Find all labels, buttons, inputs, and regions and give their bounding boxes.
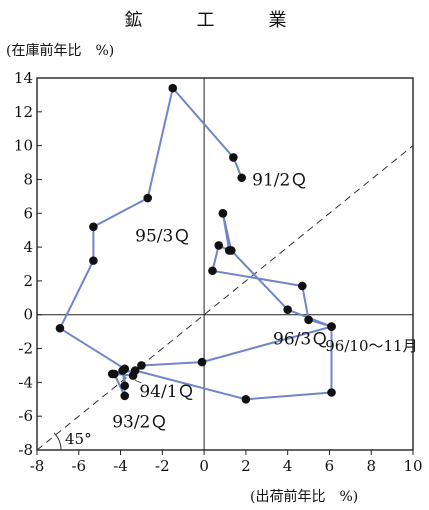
data-point	[107, 369, 117, 379]
series-line-0	[59, 87, 333, 401]
data-point	[130, 366, 140, 375]
x-tick-label: -6	[71, 457, 86, 475]
annotation-label: 95/3Ｑ	[135, 226, 190, 246]
y-tick-label: 12	[14, 103, 33, 121]
reference-line-45deg	[36, 145, 414, 451]
y-tick-label: 0	[23, 306, 33, 324]
data-point	[327, 322, 336, 331]
y-tick-label: 10	[14, 137, 33, 155]
annotation-label: 91/2Ｑ	[252, 170, 307, 190]
annotation-label: 94/1Ｑ	[139, 382, 194, 402]
reference-line-label: 45°	[65, 430, 92, 448]
x-tick-label: 4	[283, 457, 293, 475]
y-tick-label: -6	[18, 407, 33, 425]
x-tick-label: -8	[30, 457, 45, 475]
x-tick-label: 8	[366, 457, 376, 475]
data-point	[237, 173, 247, 183]
y-tick-label: -2	[18, 340, 33, 358]
x-tick-label: -4	[113, 457, 128, 475]
data-point	[118, 366, 127, 375]
x-tick-label: 6	[325, 457, 335, 475]
annotation-label: 96/3Ｑ	[273, 329, 328, 349]
x-axis-label: (出荷前年比 %)	[250, 489, 359, 505]
data-point	[283, 305, 292, 314]
data-point	[304, 315, 313, 325]
data-point	[89, 222, 98, 232]
annotation-label: 93/2Ｑ	[112, 412, 167, 432]
angle-arc	[53, 432, 62, 451]
y-axis-label: (在庫前年比 %)	[6, 43, 115, 59]
x-tick-label: -2	[155, 457, 170, 475]
data-point	[120, 381, 130, 391]
data-point	[143, 193, 153, 203]
data-point	[89, 256, 98, 265]
data-point	[120, 391, 130, 401]
y-tick-label: 8	[23, 170, 33, 188]
series-line-1	[211, 213, 333, 328]
plot-frame	[36, 77, 414, 451]
y-tick-label: -4	[18, 373, 33, 391]
annotation-leader	[134, 379, 142, 384]
data-point	[218, 208, 228, 218]
y-tick-label: 2	[23, 272, 33, 290]
data-point	[214, 241, 224, 250]
y-tick-label: 14	[14, 69, 33, 87]
y-tick-label: -8	[18, 441, 33, 459]
y-tick-label: 4	[23, 238, 33, 256]
data-point	[226, 246, 236, 255]
data-point	[55, 323, 65, 333]
x-tick-label: 10	[403, 457, 422, 475]
data-point	[241, 394, 251, 404]
data-point	[229, 153, 238, 162]
x-tick-label: 2	[241, 457, 251, 475]
data-point	[327, 388, 336, 397]
data-point	[197, 357, 207, 367]
y-tick-label: 6	[23, 204, 33, 222]
data-point	[297, 281, 307, 291]
annotation-label: 96/10～11月	[325, 337, 417, 355]
chart-title: 鉱 工 業	[124, 10, 305, 31]
data-point	[137, 361, 146, 370]
data-point	[208, 266, 217, 276]
data-point	[168, 83, 178, 93]
x-tick-label: 0	[199, 457, 209, 475]
